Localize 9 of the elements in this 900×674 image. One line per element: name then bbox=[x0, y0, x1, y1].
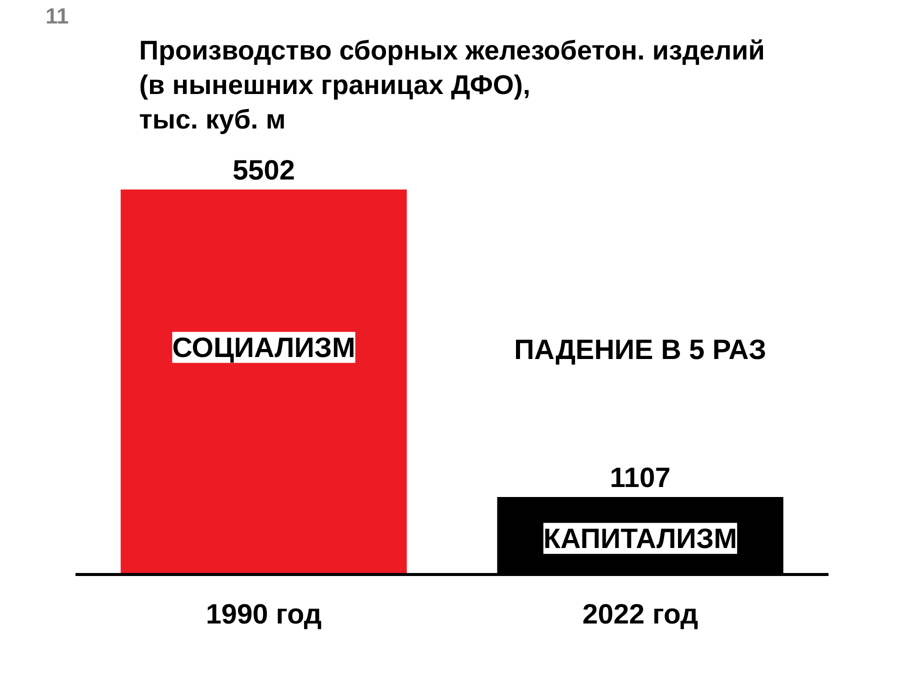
annotation: ПАДЕНИЕ В 5 РАЗ bbox=[514, 334, 766, 365]
annotation: СОЦИАЛИЗМ bbox=[172, 332, 356, 363]
data-label: 5502 bbox=[232, 154, 295, 186]
data-label: 1107 bbox=[610, 462, 671, 494]
x-tick-label: 2022 год bbox=[582, 598, 698, 630]
x-tick-label: 1990 год bbox=[206, 598, 322, 630]
text: 11 bbox=[46, 4, 69, 28]
annotation: КАПИТАЛИЗМ bbox=[543, 522, 738, 554]
chart-title: Производство сборных железобетон. изделий (в нынешних границах ДФО), тыс. куб. м bbox=[139, 36, 765, 134]
